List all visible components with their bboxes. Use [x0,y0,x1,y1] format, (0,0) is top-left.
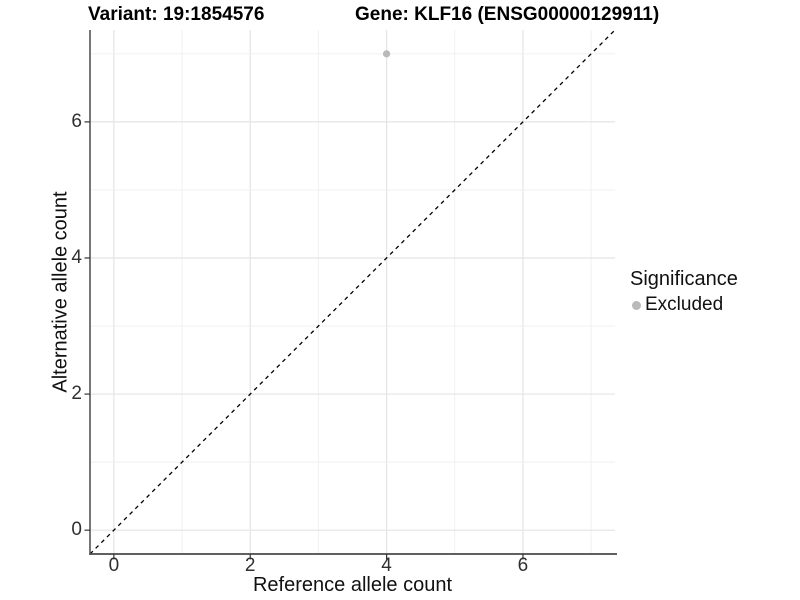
x-tick-label: 6 [517,555,529,576]
identity-line [89,30,616,555]
legend-key-dot [632,300,641,310]
x-tick-label: 2 [244,555,256,576]
legend-item: Excluded [630,294,738,316]
legend-title: Significance [630,268,738,290]
y-axis-title: Alternative allele count [49,191,72,393]
legend-item-label: Excluded [645,294,724,315]
plot-title-variant: Variant: 19:1854576 [88,4,265,25]
x-axis-title: Reference allele count [252,574,452,596]
data-point [382,50,391,58]
y-tick-label: 6 [71,110,82,132]
plot-panel [84,30,617,560]
x-tick-label: 4 [381,555,392,576]
legend-items: Excluded [630,294,738,316]
plot-title-gene: Gene: KLF16 (ENSG00000129911) [355,4,660,25]
legend: Significance Excluded [630,268,738,316]
x-tick-label: 0 [108,555,120,576]
y-tick-label: 0 [71,519,82,541]
y-tick-label: 2 [71,383,82,405]
y-tick-label: 4 [71,246,82,268]
